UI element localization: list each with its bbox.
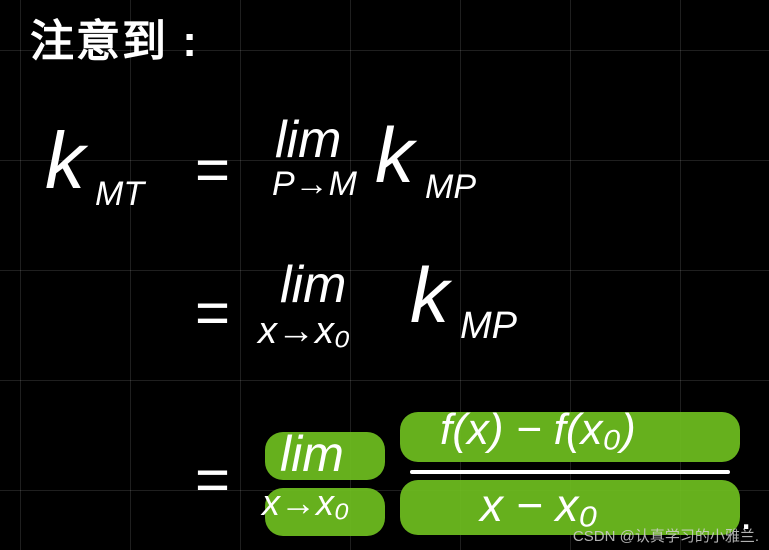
lhs-k: k (45, 115, 85, 207)
grid-line (460, 0, 461, 550)
lhs-sub: MT (95, 175, 144, 214)
watermark-text: CSDN @认真学习的小雅兰. (573, 525, 759, 546)
fraction-denominator: x − x₀ (480, 478, 598, 532)
lim-3-sub: x→x₀ (262, 482, 349, 524)
kmp-1-k: k (375, 110, 414, 201)
fraction-numerator: f(x) − f(x₀) (440, 405, 636, 455)
equals-1: = (195, 135, 230, 204)
equals-3: = (195, 445, 230, 514)
lim-3: lim (280, 425, 344, 483)
lim-1: lim (275, 110, 341, 170)
kmp-1-sub: MP (425, 168, 476, 207)
lim-2-sub: x→x₀ (258, 310, 350, 353)
grid-line (20, 0, 21, 550)
kmp-2-sub: MP (460, 305, 517, 348)
lim-2: lim (280, 255, 346, 315)
grid-line (680, 0, 681, 550)
header-text: 注意到 : (30, 5, 199, 69)
grid-line (0, 270, 769, 271)
grid-line (570, 0, 571, 550)
equals-2: = (195, 278, 230, 347)
blackboard-canvas: 注意到 : k MT = lim P→M k MP = lim x→x₀ k M… (0, 0, 769, 550)
grid-line (0, 380, 769, 381)
kmp-2-k: k (410, 250, 449, 341)
grid-line (130, 0, 131, 550)
fraction-bar (410, 470, 730, 474)
lim-1-sub: P→M (272, 165, 357, 204)
grid-line (240, 0, 241, 550)
